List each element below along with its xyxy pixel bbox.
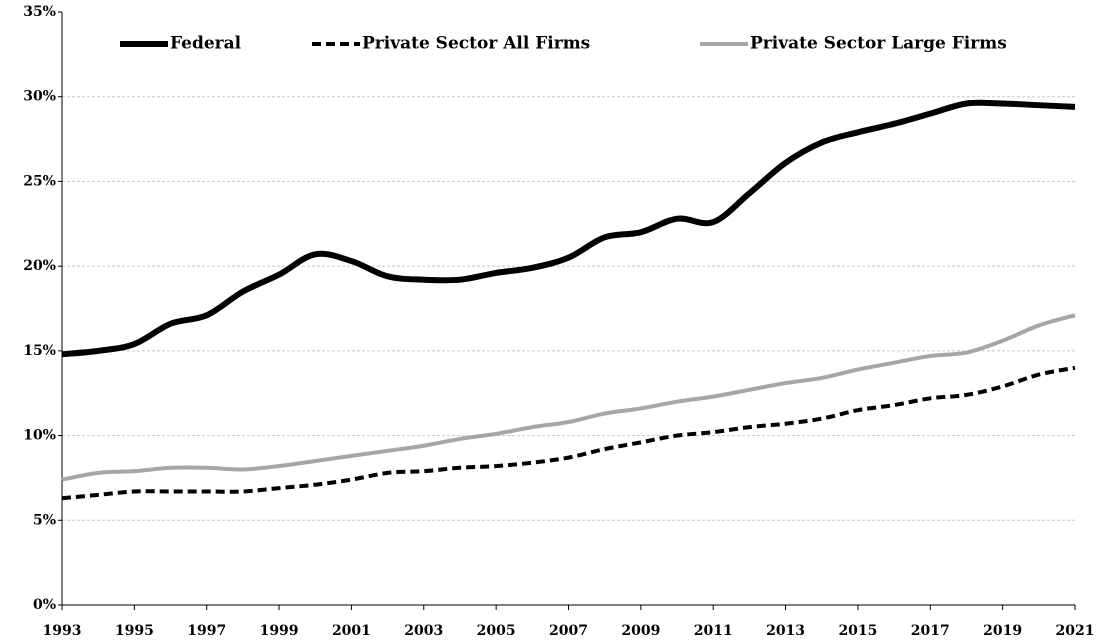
series-line <box>61 99 1076 358</box>
x-tick-label: 2015 <box>838 623 877 639</box>
y-tick-label: 0% <box>33 597 56 613</box>
x-tick-label: 2005 <box>477 623 516 639</box>
legend-label: Federal <box>170 34 242 54</box>
x-tick-label: 2019 <box>983 623 1022 639</box>
y-tick-label: 20% <box>23 258 56 274</box>
x-tick-label: 1995 <box>115 623 154 639</box>
x-tick-label: 2007 <box>549 623 588 639</box>
x-tick-label: 2011 <box>694 623 733 639</box>
y-tick-label: 15% <box>23 343 56 359</box>
x-tick-label: 2003 <box>404 623 443 639</box>
legend-label: Private Sector All Firms <box>362 34 590 54</box>
y-tick-label: 30% <box>23 89 56 105</box>
series-line <box>61 313 1076 482</box>
series-line <box>61 365 1076 501</box>
x-tick-label: 1997 <box>187 623 226 639</box>
y-tick-label: 35% <box>23 4 56 20</box>
x-tick-label: 2009 <box>621 623 660 639</box>
x-tick-label: 2001 <box>332 623 371 639</box>
legend-label: Private Sector Large Firms <box>750 34 1007 54</box>
x-tick-label: 2021 <box>1056 623 1095 639</box>
x-tick-label: 1999 <box>260 623 299 639</box>
y-tick-label: 25% <box>23 173 56 189</box>
y-tick-label: 10% <box>23 428 56 444</box>
y-tick-label: 5% <box>33 512 56 528</box>
x-tick-label: 2017 <box>911 623 950 639</box>
x-tick-label: 2013 <box>766 623 805 639</box>
x-tick-label: 1993 <box>43 623 82 639</box>
